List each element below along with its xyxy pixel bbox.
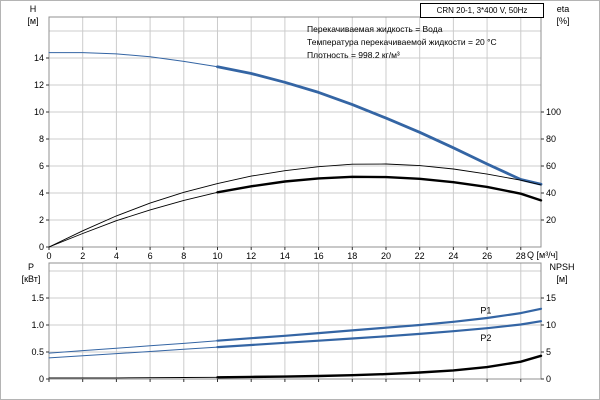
axis-label-p: P [27, 262, 34, 272]
svg-text:0: 0 [39, 374, 44, 384]
series-label-p2: P2 [480, 333, 491, 343]
pump-title-box: CRN 20-1, 3*400 V, 50Hz [420, 3, 544, 18]
svg-text:0: 0 [39, 242, 44, 252]
svg-text:60: 60 [546, 161, 556, 171]
svg-text:22: 22 [415, 251, 425, 261]
power-P2 [216, 320, 543, 349]
svg-text:5: 5 [546, 347, 551, 357]
npsh-curve [216, 354, 543, 379]
power-P1 [48, 340, 218, 354]
fluid-annotations: Перекачиваемая жидкость = Вода Температу… [307, 23, 497, 62]
axis-label-q: Q [м³/ч] [527, 250, 558, 260]
series-label-p1: P1 [480, 306, 491, 316]
svg-text:6: 6 [39, 161, 44, 171]
axis-unit-h: [м] [27, 16, 39, 26]
svg-text:15: 15 [546, 293, 556, 303]
svg-text:12: 12 [246, 251, 256, 261]
eta-pump-motor [216, 175, 543, 202]
svg-text:8: 8 [39, 134, 44, 144]
svg-text:20: 20 [381, 251, 391, 261]
svg-text:100: 100 [546, 107, 561, 117]
svg-text:1.0: 1.0 [31, 320, 44, 330]
top-chart-group: 0 2 4 6 8 10 12 14 16 18 20 22 24 26 28024681012142040… [34, 16, 561, 261]
svg-text:8: 8 [181, 251, 186, 261]
svg-text:4: 4 [39, 188, 44, 198]
svg-text:80: 80 [546, 134, 556, 144]
left-axis-title-bottom: P [кВт] [15, 261, 47, 285]
svg-text:10: 10 [34, 107, 44, 117]
annotation-density: Плотность = 998.2 кг/м³ [307, 50, 400, 60]
right-axis-title-bottom: NPSH [м] [542, 261, 582, 285]
axis-unit-p: [кВт] [21, 274, 41, 284]
axis-unit-eta: [%] [556, 16, 570, 26]
svg-text:20: 20 [546, 215, 556, 225]
svg-text:1.5: 1.5 [31, 293, 44, 303]
svg-text:14: 14 [34, 53, 44, 63]
svg-text:4: 4 [114, 251, 119, 261]
svg-text:26: 26 [482, 251, 492, 261]
npsh-curve [48, 376, 218, 379]
right-axis-title-top: eta [%] [548, 3, 578, 27]
power-P1 [216, 307, 543, 342]
bottom-chart-group: 0 0.5 1.0 1.5 0 5 10 15 P1 P2 [31, 262, 556, 384]
head-curve-H [216, 65, 543, 186]
svg-text:24: 24 [448, 251, 458, 261]
svg-text:16: 16 [314, 251, 324, 261]
head-curve-H [48, 52, 218, 68]
svg-text:40: 40 [546, 188, 556, 198]
svg-text:6: 6 [148, 251, 153, 261]
svg-text:18: 18 [347, 251, 357, 261]
axis-label-eta: eta [556, 4, 570, 14]
svg-text:10: 10 [546, 320, 556, 330]
svg-text:28: 28 [516, 251, 526, 261]
svg-text:0: 0 [46, 251, 51, 261]
svg-text:2: 2 [80, 251, 85, 261]
svg-text:0: 0 [546, 374, 551, 384]
svg-text:14: 14 [280, 251, 290, 261]
annotation-temperature: Температура перекачиваемой жидкости = 20… [307, 37, 497, 47]
annotation-fluid: Перекачиваемая жидкость = Вода [307, 24, 443, 34]
svg-text:10: 10 [212, 251, 222, 261]
axis-unit-npsh: [м] [556, 274, 568, 284]
svg-text:2: 2 [39, 215, 44, 225]
axis-label-h: H [29, 4, 37, 14]
svg-text:12: 12 [34, 80, 44, 90]
eta-pump-motor [48, 191, 218, 248]
axis-label-npsh: NPSH [549, 262, 575, 272]
power-P2 [48, 346, 218, 359]
left-axis-title-top: H [м] [21, 3, 45, 27]
eta-pump [48, 163, 542, 248]
svg-text:0.5: 0.5 [31, 347, 44, 357]
